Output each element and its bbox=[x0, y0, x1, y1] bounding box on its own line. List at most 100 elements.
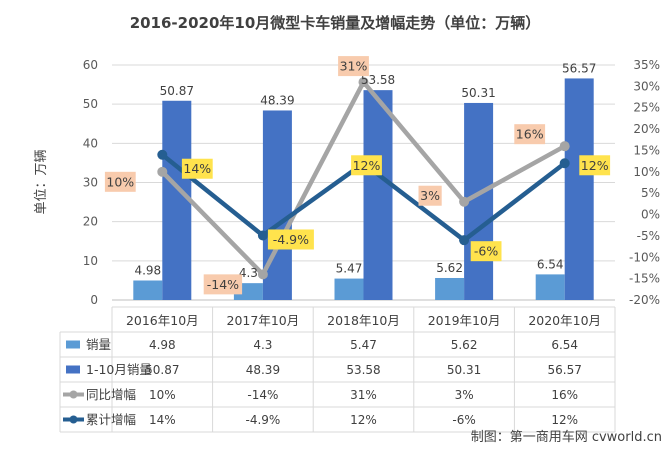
line-point bbox=[358, 77, 369, 88]
legend-label: 1-10月销量 bbox=[86, 362, 152, 377]
y-tick-label: 10 bbox=[83, 254, 98, 268]
legend-key-marker bbox=[69, 390, 78, 399]
data-label-sales: 5.47 bbox=[336, 262, 363, 276]
table-cell: 5.47 bbox=[350, 338, 377, 352]
category-label: 2017年10月 bbox=[227, 313, 300, 328]
y2-tick-label: 30% bbox=[633, 79, 660, 93]
table-cell: 48.39 bbox=[246, 363, 280, 377]
line-point bbox=[157, 166, 168, 177]
data-label-sales: 5.62 bbox=[436, 261, 463, 275]
y-tick-label: 20 bbox=[83, 215, 98, 229]
table-cell: 12% bbox=[551, 413, 578, 427]
data-label-cumulative-growth-box bbox=[351, 155, 382, 176]
y2-axis-ticks: -20% -15% -10% -5% 0% 5% 10% 15% 20% 25% 30% 35% bbox=[629, 58, 660, 307]
data-labels: 4.98 4.3 5.47 5.62 6.54 50.87 48.39 53.58 50.31 5… bbox=[104, 56, 611, 295]
y-tick-label: 0 bbox=[90, 293, 98, 307]
y2-tick-label: -5% bbox=[637, 229, 660, 243]
bar-sales bbox=[133, 280, 163, 300]
y2-tick-label: -15% bbox=[629, 272, 660, 286]
data-label-cumulative-growth: -4.9% bbox=[273, 232, 309, 247]
data-label-yoy: 10% bbox=[106, 174, 134, 189]
table-cell: 50.87 bbox=[145, 363, 179, 377]
bar-cumulative-sales bbox=[564, 78, 594, 300]
table-cell: 6.54 bbox=[551, 338, 578, 352]
legend-key-marker bbox=[69, 415, 78, 424]
data-label-cumulative-growth-box bbox=[470, 241, 502, 262]
chart-title: 2016-2020年10月微型卡车销量及增幅走势（单位：万辆） bbox=[130, 14, 541, 32]
y-axis-title-group: 单位：万辆 bbox=[34, 149, 49, 214]
table-cell: -14% bbox=[247, 388, 278, 402]
y-tick-label: 40 bbox=[83, 136, 98, 150]
y2-tick-label: -10% bbox=[629, 250, 660, 264]
bar-cumulative-sales bbox=[363, 90, 393, 301]
data-label-cumulative-growth: 14% bbox=[183, 161, 211, 176]
table-cell: -4.9% bbox=[245, 413, 280, 427]
data-label-sales: 4.3 bbox=[239, 266, 258, 280]
data-label-cumulative-growth-box bbox=[579, 155, 611, 176]
y-tick-label: 60 bbox=[83, 58, 98, 72]
data-label-cumulative-sales: 50.31 bbox=[461, 86, 495, 100]
data-label-yoy-box bbox=[104, 171, 136, 192]
line-point bbox=[257, 269, 268, 280]
y2-tick-label: 20% bbox=[633, 122, 660, 136]
category-label: 2016年10月 bbox=[126, 313, 199, 328]
table-cell: 3% bbox=[455, 388, 474, 402]
y-axis-ticks: 0 10 20 30 40 50 60 bbox=[83, 58, 98, 307]
bar-sales bbox=[435, 277, 465, 300]
line-point bbox=[257, 230, 268, 241]
data-label-yoy-box bbox=[514, 124, 546, 145]
data-label-cumulative-growth-box bbox=[181, 158, 213, 179]
y2-tick-label: 10% bbox=[633, 165, 660, 179]
y2-tick-label: 0% bbox=[641, 208, 660, 222]
category-label: 2018年10月 bbox=[327, 313, 400, 328]
data-label-yoy-box bbox=[418, 185, 442, 206]
bar-cumulative-sales bbox=[162, 100, 192, 301]
category-label: 2019年10月 bbox=[428, 313, 501, 328]
data-label-cumulative-sales: 50.87 bbox=[160, 84, 194, 98]
line-point bbox=[559, 158, 570, 169]
table-cell: 4.98 bbox=[149, 338, 176, 352]
bar-sales bbox=[535, 274, 565, 300]
table-cell: 56.57 bbox=[548, 363, 582, 377]
table-cell: 14% bbox=[149, 413, 176, 427]
y2-tick-label: 35% bbox=[633, 58, 660, 72]
legend-label: 累计增幅 bbox=[86, 412, 136, 427]
table-cell: 53.58 bbox=[346, 363, 380, 377]
y2-tick-label: 5% bbox=[641, 186, 660, 200]
legend-label: 销量 bbox=[86, 337, 111, 352]
data-label-cumulative-growth: 12% bbox=[581, 158, 609, 173]
y-tick-label: 30 bbox=[83, 176, 98, 190]
bar-cumulative-sales bbox=[262, 110, 292, 300]
data-label-yoy: 16% bbox=[516, 127, 544, 142]
data-label-sales: 6.54 bbox=[537, 257, 564, 271]
table-cell: 10% bbox=[149, 388, 176, 402]
legend-key-bar bbox=[66, 365, 80, 374]
data-label-cumulative-growth-box bbox=[267, 229, 314, 250]
line-point bbox=[157, 149, 168, 160]
data-label-sales: 4.98 bbox=[134, 263, 161, 277]
category-label: 2020年10月 bbox=[528, 313, 601, 328]
data-label-cumulative-sales: 48.39 bbox=[260, 93, 294, 107]
data-label-yoy-box bbox=[203, 274, 243, 295]
table-cell: 4.3 bbox=[253, 338, 272, 352]
legend-key-bar bbox=[66, 340, 80, 349]
bars bbox=[133, 78, 594, 301]
y-axis-title: 单位：万辆 bbox=[34, 149, 49, 214]
table-cell: 5.62 bbox=[451, 338, 478, 352]
watermark: 制图：第一商用车网 cvworld.cn bbox=[471, 429, 662, 445]
data-table: 2016年10月 2017年10月 2018年10月 2019年10月 2020年10月… bbox=[59, 306, 616, 433]
line-point bbox=[459, 235, 470, 246]
line-point bbox=[459, 196, 470, 207]
table-cell: 50.31 bbox=[447, 363, 481, 377]
legend-label: 同比增幅 bbox=[86, 387, 136, 402]
y-tick-label: 50 bbox=[83, 97, 98, 111]
table-cell: 31% bbox=[350, 388, 377, 402]
table-cell: -6% bbox=[452, 413, 475, 427]
y2-tick-label: -20% bbox=[629, 293, 660, 307]
table-cell: 12% bbox=[350, 413, 377, 427]
table-cell: 16% bbox=[551, 388, 578, 402]
data-label-yoy: -14% bbox=[207, 277, 239, 292]
data-label-cumulative-growth: -6% bbox=[474, 244, 498, 259]
